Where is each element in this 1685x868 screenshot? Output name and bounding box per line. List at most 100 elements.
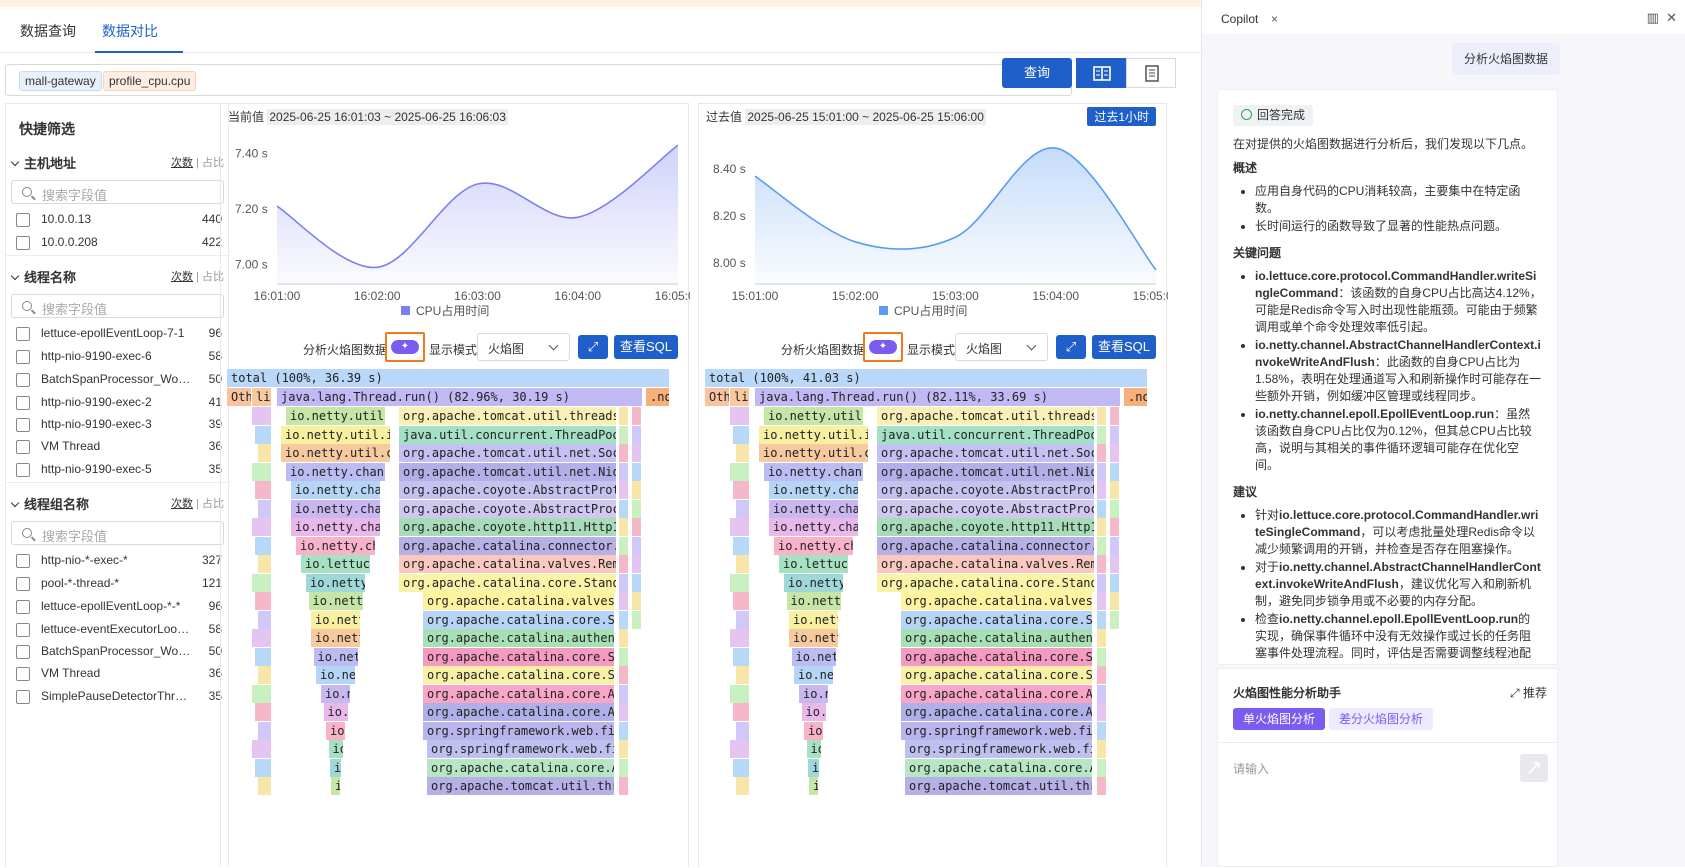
flame-frame-small[interactable] bbox=[1110, 555, 1120, 573]
flame-frame[interactable]: java.util.concurrent.ThreadPoolExecutor bbox=[399, 425, 617, 444]
flame-frame[interactable]: io.netty.util.concurrent.FastThreadLocal… bbox=[789, 610, 839, 629]
flame-frame[interactable]: org.apache.catalina.valves.RemoteIpValve bbox=[399, 555, 617, 573]
flame-frame-small[interactable] bbox=[619, 481, 629, 499]
flame-frame[interactable]: org.apache.coyote.AbstractProcessorLight bbox=[399, 499, 617, 518]
flame-frame-small[interactable] bbox=[736, 555, 750, 573]
flame-frame[interactable]: io.netty.util.internal.ThreadExecutorMap bbox=[281, 425, 391, 444]
list-item[interactable]: http-nio-*-exec-* 327 bbox=[16, 552, 224, 572]
flame-frame-small[interactable] bbox=[619, 629, 629, 647]
flame-frame-small[interactable] bbox=[1110, 481, 1120, 499]
flame-frame-small[interactable] bbox=[619, 777, 629, 795]
flame-frame-small[interactable] bbox=[1110, 425, 1120, 444]
flame-frame-small[interactable] bbox=[1097, 703, 1107, 721]
flame-frame[interactable]: org.apache.coyote.http11.Http11Processor bbox=[877, 518, 1095, 536]
flame-frame-small[interactable] bbox=[1097, 610, 1107, 629]
flame-frame-small[interactable] bbox=[252, 629, 272, 647]
list-item[interactable]: http-nio-9190-exec-5 35 bbox=[16, 461, 224, 481]
flame-frame[interactable]: org.apache.catalina.core.ApplicationFilt… bbox=[423, 703, 615, 721]
flame-frame-total[interactable]: total (100%, 36.39 s) bbox=[227, 369, 670, 387]
flame-frame-small[interactable] bbox=[632, 555, 642, 573]
list-item[interactable]: pool-*-thread-* 121 bbox=[16, 575, 224, 595]
flame-frame[interactable]: io.netty.channel.epoll.AbstractEpollStre… bbox=[316, 666, 356, 684]
tab-data-compare[interactable]: 数据对比 bbox=[102, 23, 158, 39]
flame-frame-small[interactable] bbox=[1110, 573, 1120, 592]
flame-frame-small[interactable] bbox=[619, 610, 629, 629]
flame-frame[interactable]: org.apache.tomcat.util.net.NioEndpoint bbox=[877, 462, 1095, 481]
flame-frame[interactable]: org.apache.catalina.core.StandardHostVal… bbox=[901, 610, 1093, 629]
flame-frame[interactable]: io.netty.channel.DefaultChannelPipeline bbox=[769, 518, 859, 536]
flame-frame[interactable]: org.apache.tomcat.util.threads.TaskThrea… bbox=[905, 777, 1093, 795]
option-count[interactable]: 次数 bbox=[171, 271, 194, 283]
flame-frame[interactable]: io.netty.channel.epoll.EpollEventLoop.ru… bbox=[286, 462, 386, 481]
flame-frame-small[interactable] bbox=[736, 721, 750, 740]
flame-frame-small[interactable] bbox=[255, 647, 272, 666]
expand-button[interactable]: ⤢ bbox=[578, 335, 608, 359]
flame-frame[interactable]: io.netty.channel.AbstractChannelHandlerC… bbox=[774, 536, 854, 555]
analyze-flame-button[interactable]: ✦ bbox=[863, 332, 903, 362]
flame-frame[interactable]: io.netty.channel.epoll.EpollEventLoop.ru… bbox=[789, 629, 839, 647]
list-item[interactable]: lettuce-epollEventLoop-7-1 96 bbox=[16, 325, 224, 345]
flame-frame-small[interactable] bbox=[1097, 758, 1107, 777]
query-tag-service[interactable]: mall-gateway bbox=[19, 71, 102, 91]
option-count[interactable]: 次数 bbox=[171, 157, 194, 169]
section-toggle[interactable]: 线程组名称 bbox=[10, 494, 89, 513]
analyze-flame-button[interactable]: ✦ bbox=[385, 332, 425, 362]
series-line[interactable] bbox=[276, 144, 679, 269]
flame-frame-small[interactable] bbox=[252, 740, 272, 758]
checkbox[interactable] bbox=[16, 213, 30, 227]
flame-frame-small[interactable] bbox=[736, 610, 750, 629]
search-input[interactable]: 搜索字段值 bbox=[11, 294, 224, 318]
flame-frame-small[interactable] bbox=[736, 666, 750, 684]
flame-frame-small[interactable] bbox=[1097, 481, 1107, 499]
query-tag-metric[interactable]: profile_cpu.cpu bbox=[103, 71, 197, 91]
flame-frame[interactable]: io.netty.util.concurrent.FastThreadLocal… bbox=[311, 610, 361, 629]
list-item[interactable]: http-nio-9190-exec-2 41 bbox=[16, 394, 224, 414]
flame-frame[interactable]: org.apache.catalina.core.StandardWrapper… bbox=[423, 666, 615, 684]
flame-frame-small[interactable] bbox=[733, 703, 750, 721]
flame-frame[interactable]: org.apache.catalina.core.StandardHostVal… bbox=[423, 610, 615, 629]
option-ratio[interactable]: 占比 bbox=[202, 498, 224, 510]
flame-frame-small[interactable] bbox=[255, 536, 272, 555]
past-hour-badge[interactable]: 过去1小时 bbox=[1087, 107, 1156, 126]
flame-frame[interactable]: org.apache.catalina.core.StandardContext… bbox=[423, 647, 615, 666]
flame-frame[interactable]: org.apache.coyote.AbstractProtocol bbox=[399, 481, 617, 499]
flame-frame-small[interactable] bbox=[730, 407, 750, 425]
flame-frame-small[interactable] bbox=[1110, 444, 1120, 462]
series-line[interactable] bbox=[754, 147, 1157, 271]
flame-frame-small[interactable] bbox=[1097, 555, 1107, 573]
list-item[interactable]: lettuce-eventExecutorLoop-*-* 58 bbox=[16, 621, 224, 641]
flame-frame[interactable]: io.netty.channel.epoll.EpollEventLoop bbox=[291, 481, 381, 499]
flame-frame[interactable]: org.apache.catalina.core.ApplicationFilt… bbox=[901, 703, 1093, 721]
list-item[interactable]: BatchSpanProcessor_Worker 50 bbox=[16, 643, 224, 663]
flame-frame[interactable]: io.netty.util.concurrent.FastThreadLocal… bbox=[281, 444, 391, 462]
section-toggle[interactable]: 主机地址 bbox=[10, 153, 76, 172]
checkbox[interactable] bbox=[16, 327, 30, 341]
flame-frame-small[interactable] bbox=[632, 518, 642, 536]
checkbox[interactable] bbox=[16, 600, 30, 614]
list-item[interactable]: lettuce-epollEventLoop-*-* 96 bbox=[16, 598, 224, 618]
flame-frame-small[interactable] bbox=[619, 407, 629, 425]
flame-frame[interactable]: org.apache.catalina.valves.ErrorReportVa… bbox=[423, 592, 615, 610]
flame-frame-small[interactable] bbox=[1097, 444, 1107, 462]
flame-frame-small[interactable] bbox=[255, 425, 272, 444]
flame-frame[interactable]: io.netty.util.concurrent.FastThreadLocal… bbox=[759, 444, 869, 462]
flame-frame-small[interactable] bbox=[258, 666, 272, 684]
flame-frame[interactable]: io.lettuce.core.protocol.CommandHandler bbox=[301, 555, 371, 573]
flame-frame-small[interactable] bbox=[619, 647, 629, 666]
flame-frame[interactable]: java.util.concurrent.ThreadPoolExecutor bbox=[877, 425, 1095, 444]
checkbox[interactable] bbox=[16, 554, 30, 568]
flame-frame[interactable]: org.apache.tomcat.util.net.SocketProcess… bbox=[399, 444, 617, 462]
flame-frame-small[interactable] bbox=[632, 407, 642, 425]
flame-frame-small[interactable] bbox=[255, 592, 272, 610]
flame-frame[interactable]: io.netty.channel.DefaultChannelPipeline bbox=[799, 684, 829, 703]
flame-frame-small[interactable] bbox=[1110, 610, 1120, 629]
sidebar-toggle-icon[interactable]: ▥ bbox=[1646, 10, 1659, 25]
flame-frame-small[interactable] bbox=[733, 592, 750, 610]
flame-frame[interactable]: org.apache.catalina.core.StandardEngineV… bbox=[877, 573, 1095, 592]
query-button[interactable]: 查询 bbox=[1002, 58, 1072, 88]
flame-frame-small[interactable] bbox=[619, 703, 629, 721]
flame-frame-small[interactable] bbox=[730, 462, 750, 481]
flame-frame-small[interactable] bbox=[1097, 536, 1107, 555]
list-item[interactable]: 10.0.0.13 440 bbox=[16, 211, 224, 231]
flame-frame[interactable]: io.netty.util.concurrent.FastThreadLocal… bbox=[331, 777, 341, 795]
